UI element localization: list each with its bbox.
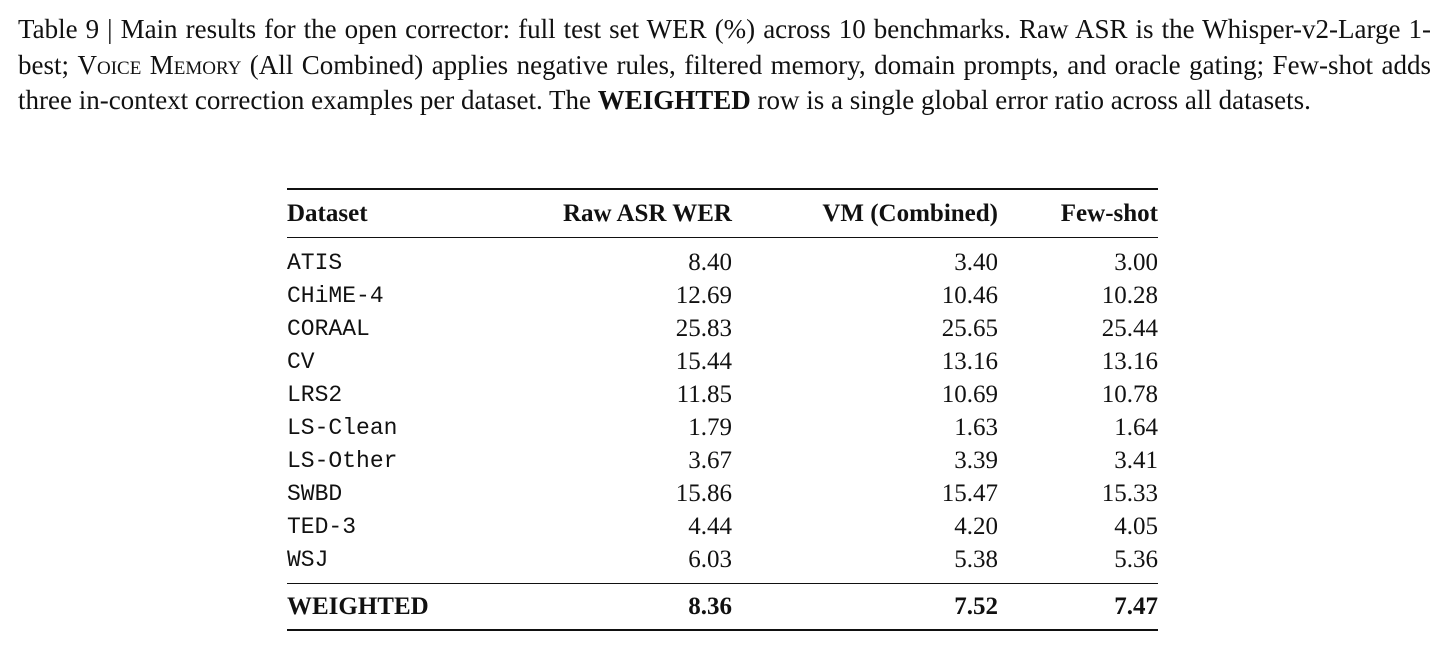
wer-cell: 10.78 [1101,380,1158,408]
dataset-cell: CHiME-4 [287,282,384,309]
dataset-cell: TED-3 [287,513,357,540]
table-row: CHiME-4 12.69 10.46 10.28 [287,279,1158,312]
wer-cell: 15.47 [941,479,998,507]
results-table: Dataset Raw ASR WER VM (Combined) Few-shot … [287,188,1158,631]
wer-cell: 25.65 [941,314,998,342]
wer-cell: 3.39 [954,446,998,474]
table-row: WSJ 6.03 5.38 5.36 [287,543,1158,584]
wer-cell: 1.79 [688,413,732,441]
table-row: CORAAL 25.83 25.65 25.44 [287,312,1158,345]
dataset-cell: LRS2 [287,381,343,408]
caption-text: row is a single global error ratio acros… [750,85,1311,115]
table-row: LS-Other 3.67 3.39 3.41 [287,444,1158,477]
wer-cell: 4.05 [1114,512,1158,540]
wer-cell: 5.36 [1114,545,1158,573]
dataset-cell: SWBD [287,480,343,507]
wer-cell: 15.33 [1101,479,1158,507]
column-header: Few-shot [998,188,1158,238]
column-header: Dataset [287,188,487,238]
wer-cell: 8.40 [688,248,732,276]
wer-cell: 10.28 [1101,281,1158,309]
wer-cell: 15.86 [675,479,732,507]
wer-cell: 25.44 [1101,314,1158,342]
total-row: WEIGHTED 8.36 7.52 7.47 [287,583,1158,631]
column-header: VM (Combined) [732,188,998,238]
wer-cell: 1.64 [1114,413,1158,441]
wer-cell: 13.16 [941,347,998,375]
column-header: Raw ASR WER [487,188,732,238]
dataset-cell: LS-Clean [287,414,398,441]
dataset-cell: WSJ [287,546,329,573]
total-label: WEIGHTED [287,583,487,631]
wer-cell: 4.20 [954,512,998,540]
table-row: TED-3 4.44 4.20 4.05 [287,510,1158,543]
wer-cell: 6.03 [688,545,732,573]
caption-text: Table 9 | Main results for the open corr… [18,14,1431,80]
wer-cell: 3.67 [688,446,732,474]
table-row: LRS2 11.85 10.69 10.78 [287,378,1158,411]
wer-cell: 3.00 [1114,248,1158,276]
caption-text: (All Combined) applies negative rules, f… [18,49,1432,116]
caption-bold: WEIGHTED [597,85,751,115]
dataset-cell: CV [287,348,315,375]
wer-cell: 5.38 [954,545,998,573]
table-row: CV 15.44 13.16 13.16 [287,345,1158,378]
wer-cell: 11.85 [676,380,732,408]
wer-cell: 10.69 [941,380,998,408]
table-body: ATIS 8.40 3.40 3.00 CHiME-4 12.69 10.46 10.28 CO… [287,238,1158,584]
dataset-cell: CORAAL [287,315,370,342]
dataset-cell: LS-Other [287,447,398,474]
wer-cell: 1.63 [954,413,998,441]
wer-cell: 7.47 [998,583,1158,631]
wer-cell: 3.41 [1114,446,1158,474]
table-row: SWBD 15.86 15.47 15.33 [287,477,1158,510]
table-row: LS-Clean 1.79 1.63 1.64 [287,411,1158,444]
wer-cell: 12.69 [675,281,732,309]
wer-cell: 13.16 [1101,347,1158,375]
wer-cell: 10.46 [941,281,998,309]
wer-cell: 15.44 [675,347,732,375]
wer-cell: 8.36 [487,583,732,631]
wer-cell: 25.83 [675,314,732,342]
table-caption: Table 9 | Main results for the open corr… [18,12,1431,119]
header-row: Dataset Raw ASR WER VM (Combined) Few-shot [287,188,1158,238]
table-row: ATIS 8.40 3.40 3.00 [287,238,1158,280]
wer-cell: 3.40 [954,248,998,276]
wer-cell: 4.44 [688,512,732,540]
wer-cell: 7.52 [732,583,998,631]
caption-method: Voice Memory [77,49,242,80]
dataset-cell: ATIS [287,249,343,276]
